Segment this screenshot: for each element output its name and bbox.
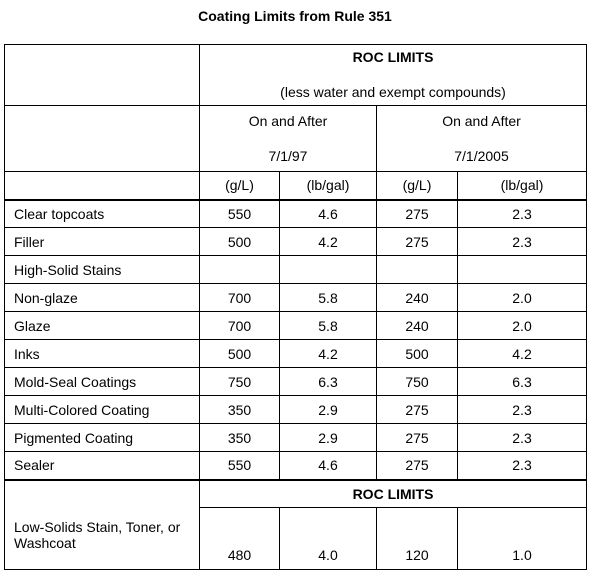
value-cell: 4.2 <box>279 227 377 256</box>
period-2-header: On and After 7/1/2005 <box>375 105 588 172</box>
period-1-header: On and After 7/1/97 <box>199 105 377 172</box>
table-row: High-Solid Stains <box>4 255 588 284</box>
value-cell: 6.3 <box>279 367 377 396</box>
row-label: Sealer <box>4 451 200 480</box>
value-cell: 550 <box>199 451 280 480</box>
value-cell: 2.3 <box>456 227 588 256</box>
value-cell <box>199 255 280 284</box>
table-row: Glaze 700 5.8 240 2.0 <box>4 311 588 340</box>
row-label: Glaze <box>4 311 200 340</box>
period-1-line1: On and After <box>248 113 328 129</box>
value-cell: 2.3 <box>456 199 588 228</box>
value-cell: 120 <box>376 507 458 570</box>
roc-limits-header: ROC LIMITS (less water and exempt compou… <box>198 44 588 106</box>
roc-limits-label: ROC LIMITS <box>352 49 434 65</box>
value-cell: 5.8 <box>279 283 377 312</box>
header-blank-cell <box>4 105 200 172</box>
table-row: Mold-Seal Coatings 750 6.3 750 6.3 <box>4 367 588 396</box>
roc-limits-subtitle: (less water and exempt compounds) <box>280 84 506 100</box>
period-2-date: 7/1/2005 <box>454 148 509 164</box>
value-cell: 1.0 <box>456 507 588 570</box>
unit-cell: (lb/gal) <box>279 171 377 201</box>
value-cell: 4.2 <box>456 339 588 368</box>
value-cell: 5.8 <box>279 311 377 340</box>
header-row-units: (g/L) (lb/gal) (g/L) (lb/gal) <box>4 171 588 201</box>
value-cell: 275 <box>376 199 458 228</box>
value-cell: 750 <box>376 367 458 396</box>
table-row: Pigmented Coating 350 2.9 275 2.3 <box>4 423 588 452</box>
header-row-dates: On and After 7/1/97 On and After 7/1/200… <box>4 105 588 172</box>
page-title: Coating Limits from Rule 351 <box>198 8 392 24</box>
value-cell: 4.2 <box>279 339 377 368</box>
row-label: Non-glaze <box>4 283 200 312</box>
value-cell: 350 <box>199 423 280 452</box>
unit-cell: (lb/gal) <box>456 171 588 201</box>
value-cell <box>279 255 377 284</box>
value-cell: 2.0 <box>456 311 588 340</box>
table-row: Non-glaze 700 5.8 240 2.0 <box>4 283 588 312</box>
value-cell: 350 <box>199 395 280 424</box>
value-cell: 550 <box>199 199 280 228</box>
footer-row-values: 480 4.0 120 1.0 <box>5 507 588 570</box>
value-cell <box>376 255 458 284</box>
value-cell: 2.3 <box>456 423 588 452</box>
unit-cell: (g/L) <box>199 171 280 201</box>
table-row: Clear topcoats 550 4.6 275 2.3 <box>4 199 588 228</box>
row-label: Mold-Seal Coatings <box>4 367 200 396</box>
value-cell: 6.3 <box>456 367 588 396</box>
unit-cell: (g/L) <box>376 171 458 201</box>
value-cell: 2.9 <box>279 395 377 424</box>
value-cell: 2.3 <box>456 451 588 480</box>
table-row: Inks 500 4.2 500 4.2 <box>4 339 588 368</box>
value-cell: 275 <box>376 423 458 452</box>
value-cell: 2.3 <box>456 395 588 424</box>
value-cell: 500 <box>199 339 280 368</box>
table-row: Filler 500 4.2 275 2.3 <box>4 227 588 256</box>
row-label: Multi-Colored Coating <box>4 395 200 424</box>
table-row: Sealer 550 4.6 275 2.3 <box>4 451 588 480</box>
footer-row-roc: Low-Solids Stain, Toner, or Washcoat ROC… <box>4 478 588 570</box>
value-cell <box>456 255 588 284</box>
value-cell: 275 <box>376 451 458 480</box>
header-row-roc: ROC LIMITS (less water and exempt compou… <box>4 44 588 106</box>
row-label: Pigmented Coating <box>4 423 200 452</box>
value-cell: 500 <box>199 227 280 256</box>
header-blank-cell <box>4 171 200 201</box>
value-cell: 275 <box>376 227 458 256</box>
value-cell: 750 <box>199 367 280 396</box>
value-cell: 275 <box>376 395 458 424</box>
row-label: Inks <box>4 339 200 368</box>
value-cell: 500 <box>376 339 458 368</box>
value-cell: 240 <box>376 283 458 312</box>
row-label: Filler <box>4 227 200 256</box>
footer-row-label: Low-Solids Stain, Toner, or Washcoat <box>4 478 200 570</box>
value-cell: 480 <box>199 507 280 570</box>
period-1-date: 7/1/97 <box>268 148 308 164</box>
value-cell: 240 <box>376 311 458 340</box>
row-label: High-Solid Stains <box>4 255 200 284</box>
footer-roc-limits-label: ROC LIMITS <box>198 478 588 508</box>
value-cell: 4.6 <box>279 451 377 480</box>
value-cell: 4.6 <box>279 199 377 228</box>
period-2-line1: On and After <box>442 113 521 129</box>
value-cell: 2.9 <box>279 423 377 452</box>
row-label: Clear topcoats <box>4 199 200 228</box>
value-cell: 700 <box>199 283 280 312</box>
value-cell: 2.0 <box>456 283 588 312</box>
value-cell: 700 <box>199 311 280 340</box>
table-row: Multi-Colored Coating 350 2.9 275 2.3 <box>4 395 588 424</box>
header-blank-cell <box>4 44 200 106</box>
coating-limits-table: ROC LIMITS (less water and exempt compou… <box>4 44 588 570</box>
value-cell: 4.0 <box>279 507 377 570</box>
